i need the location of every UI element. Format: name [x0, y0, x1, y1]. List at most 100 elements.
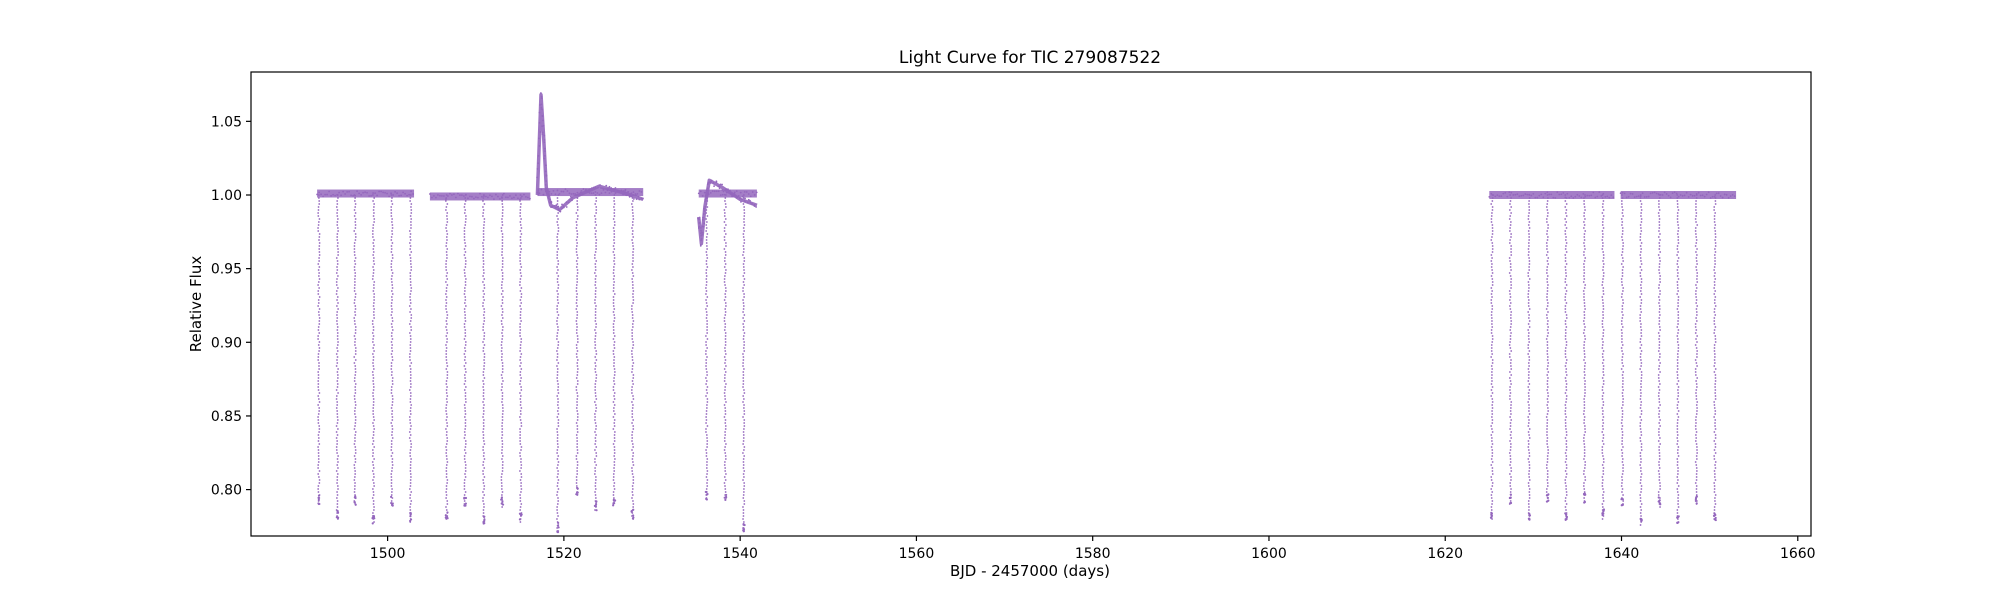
flux-point	[1582, 485, 1585, 487]
flux-point	[575, 224, 578, 226]
flux-point	[721, 183, 724, 186]
flux-point	[353, 398, 356, 400]
flux-point	[557, 341, 560, 343]
flux-point	[463, 269, 466, 271]
flux-point	[500, 347, 503, 349]
flux-point	[613, 377, 615, 379]
flux-point	[1583, 314, 1586, 316]
flux-point	[501, 299, 504, 301]
flux-point	[390, 194, 393, 196]
flux-point	[445, 443, 448, 445]
flux-point	[368, 195, 371, 197]
flux-point	[1695, 194, 1698, 196]
flux-point	[1583, 311, 1586, 313]
flux-point	[1546, 434, 1548, 436]
flux-point	[1711, 195, 1714, 198]
flux-point	[318, 308, 321, 310]
flux-point	[744, 200, 746, 203]
flux-point	[1687, 195, 1690, 198]
flux-point	[391, 350, 394, 352]
flux-point	[1564, 407, 1567, 409]
flux-point	[1510, 431, 1513, 433]
flux-point	[1676, 326, 1679, 328]
flux-point	[706, 443, 709, 445]
flux-point	[1509, 293, 1511, 295]
flux-point	[1564, 332, 1567, 334]
flux-point	[354, 386, 357, 388]
flux-point	[1677, 317, 1680, 319]
flux-point	[612, 305, 615, 307]
flux-point	[1509, 395, 1511, 397]
flux-point	[501, 377, 504, 379]
flux-point	[556, 506, 559, 508]
flux-point	[445, 353, 448, 355]
flux-point	[464, 305, 467, 307]
flux-point	[622, 193, 624, 196]
flux-point	[446, 401, 449, 403]
flux-point	[519, 278, 522, 280]
flux-point	[1582, 437, 1585, 439]
flux-point	[1490, 389, 1493, 391]
flux-point	[556, 266, 558, 268]
flux-point	[1601, 242, 1604, 244]
flux-point	[629, 194, 632, 197]
flux-point	[723, 209, 726, 211]
flux-point	[445, 320, 448, 322]
flux-point	[336, 500, 339, 502]
flux-point	[1583, 446, 1586, 448]
flux-point	[409, 293, 412, 295]
flux-point	[1645, 196, 1648, 198]
flux-point	[724, 413, 727, 415]
flux-point	[1696, 365, 1698, 367]
flux-point	[631, 431, 634, 433]
flux-point	[724, 332, 727, 334]
flux-point	[743, 392, 746, 394]
flux-point	[576, 419, 579, 421]
flux-point	[595, 275, 597, 277]
flux-point	[1565, 221, 1568, 223]
flux-point	[1509, 443, 1512, 445]
flux-point	[409, 371, 412, 373]
flux-point	[1510, 332, 1512, 334]
flux-point	[1676, 353, 1679, 355]
flux-point	[519, 350, 521, 352]
flux-point	[557, 329, 559, 331]
flux-point	[1545, 218, 1548, 220]
flux-point	[335, 293, 338, 295]
flux-point	[410, 266, 413, 268]
flux-point	[557, 302, 560, 304]
flux-point	[1713, 206, 1716, 208]
flux-point	[376, 194, 379, 197]
flux-point	[1601, 353, 1604, 355]
flux-point	[595, 260, 598, 262]
flux-point	[1621, 482, 1623, 484]
flux-point	[705, 389, 708, 391]
flux-point	[1545, 467, 1548, 469]
flux-point	[372, 368, 375, 370]
flux-point	[317, 467, 320, 469]
flux-point	[337, 197, 339, 199]
flux-point	[557, 263, 560, 265]
flux-point	[409, 239, 412, 241]
flux-point	[1676, 464, 1679, 466]
flux-point	[613, 413, 616, 415]
flux-point	[1565, 431, 1568, 433]
flux-point	[701, 231, 704, 234]
flux-point	[317, 413, 320, 415]
flux-point	[724, 287, 727, 289]
flux-point	[1714, 500, 1716, 502]
flux-point	[557, 407, 560, 409]
flux-point	[317, 437, 320, 439]
flux-point	[1602, 293, 1605, 295]
flux-point	[575, 479, 578, 481]
flux-point	[353, 284, 356, 286]
flux-point	[548, 198, 551, 201]
flux-point	[601, 187, 604, 190]
flux-point	[372, 338, 374, 340]
flux-point	[446, 422, 448, 424]
flux-point	[724, 197, 727, 199]
flux-point	[519, 440, 522, 442]
flux-point	[409, 479, 412, 481]
flux-point	[612, 227, 615, 229]
flux-point	[1657, 494, 1660, 496]
